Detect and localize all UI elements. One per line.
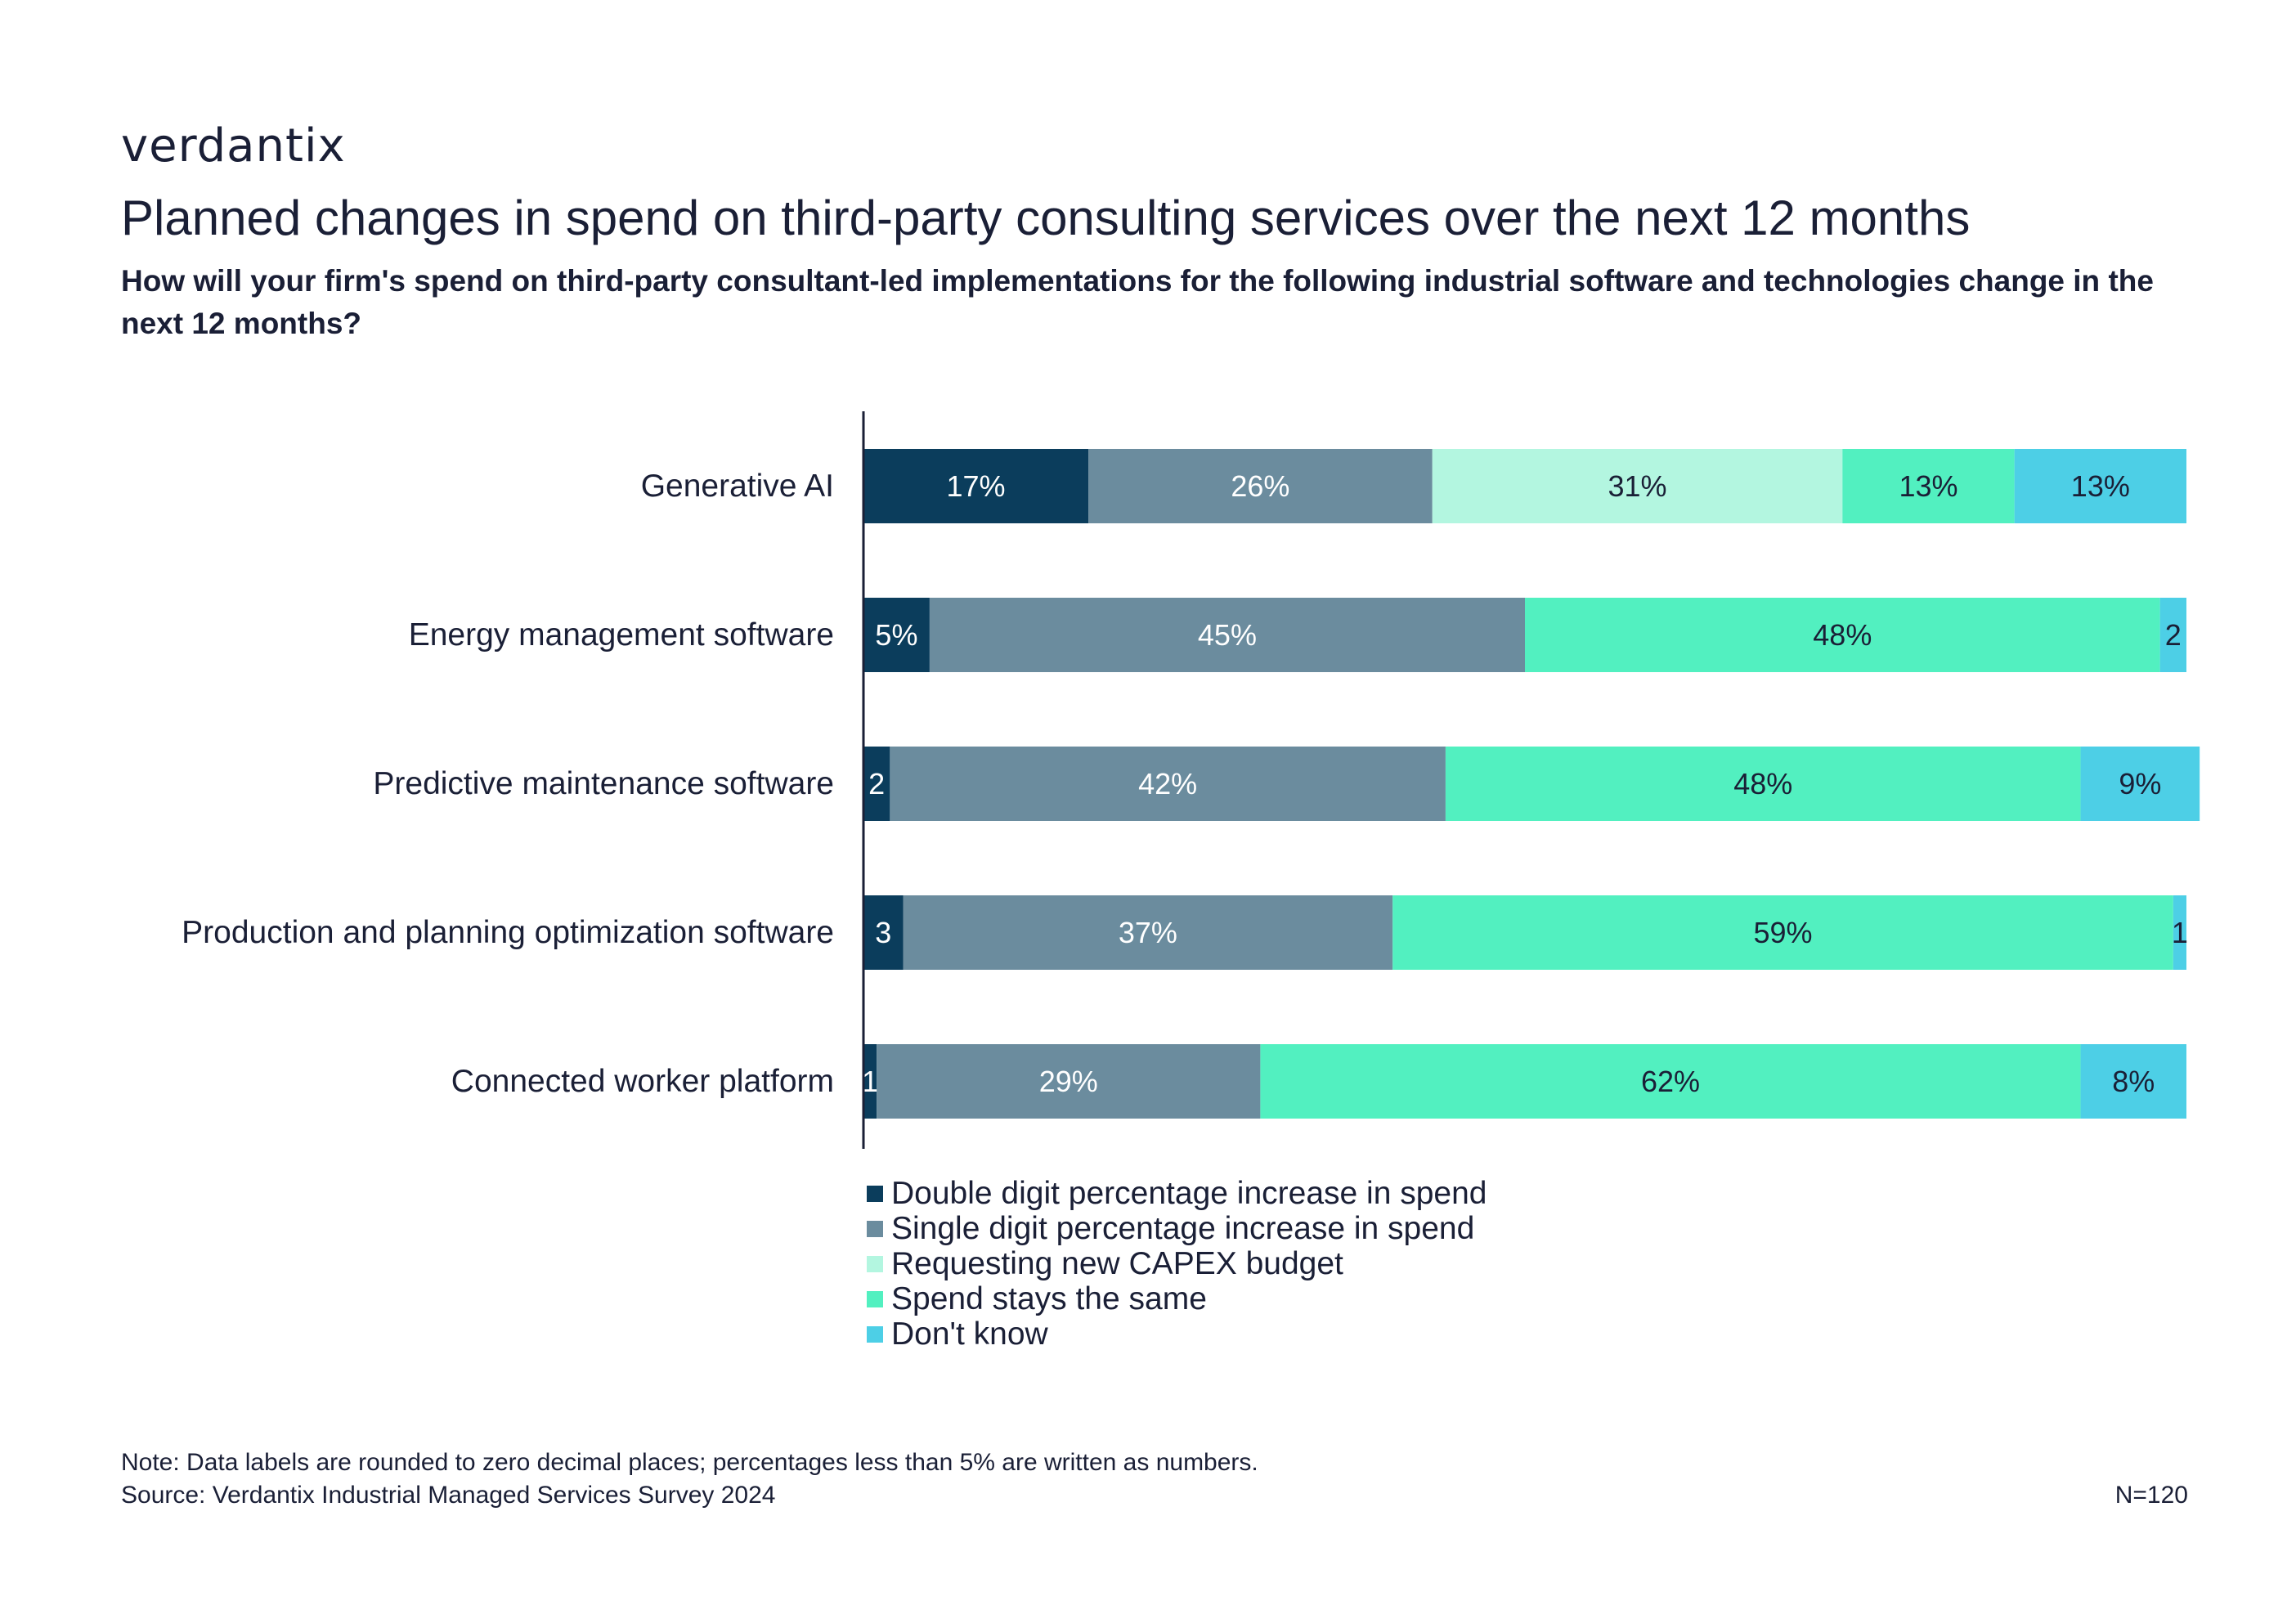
bar-segment	[1445, 747, 2081, 821]
category-label: Predictive maintenance software	[373, 766, 834, 801]
data-label: 48%	[1733, 767, 1792, 801]
bar-segment	[1260, 1044, 2081, 1119]
data-label: 1	[2172, 916, 2188, 949]
bar-segment	[863, 449, 1089, 523]
legend-label: Single digit percentage increase in spen…	[891, 1210, 1475, 1246]
data-label: 62%	[1641, 1065, 1700, 1098]
data-label: 9%	[2119, 767, 2161, 801]
legend-label: Don't know	[891, 1316, 1048, 1352]
data-label: 31%	[1608, 469, 1666, 503]
bar-segment	[1088, 449, 1433, 523]
legend-label: Requesting new CAPEX budget	[891, 1245, 1343, 1281]
data-label: 13%	[2071, 469, 2130, 503]
verdantix-logo: verdantix	[121, 119, 346, 173]
bar-segment	[1392, 895, 2173, 970]
bar-segment	[863, 895, 904, 970]
legend-item-capex: Requesting new CAPEX budget	[867, 1246, 1487, 1281]
data-label: 29%	[1039, 1065, 1098, 1098]
legend-swatch	[867, 1290, 883, 1307]
bar-segment	[877, 1044, 1261, 1119]
category-label: Production and planning optimization sof…	[182, 915, 834, 950]
legend-swatch	[867, 1185, 883, 1202]
data-label: 59%	[1753, 916, 1812, 949]
bar-segment	[863, 598, 930, 672]
data-label: 42%	[1138, 767, 1197, 801]
data-label: 1	[862, 1065, 878, 1098]
footnote: Note: Data labels are rounded to zero de…	[121, 1449, 1258, 1476]
bar-segment	[2014, 449, 2186, 523]
source-note: Source: Verdantix Industrial Managed Ser…	[121, 1482, 776, 1509]
legend-item-same: Spend stays the same	[867, 1281, 1487, 1316]
bar-segment	[863, 1044, 877, 1119]
legend-label: Spend stays the same	[891, 1280, 1207, 1316]
bar-segment	[2173, 895, 2186, 970]
legend-item-single-digit: Single digit percentage increase in spen…	[867, 1211, 1487, 1246]
data-label: 8%	[2112, 1065, 2155, 1098]
bar-segment	[2080, 747, 2200, 821]
legend-item-double-digit: Double digit percentage increase in spen…	[867, 1176, 1487, 1211]
chart-subtitle: How will your firm's spend on third-part…	[121, 264, 2154, 340]
legend-label: Double digit percentage increase in spen…	[891, 1175, 1487, 1211]
data-label: 5%	[875, 618, 917, 652]
sample-size: N=120	[2114, 1482, 2188, 1509]
bar-segment	[2080, 1044, 2186, 1119]
bar-segment	[1525, 598, 2160, 672]
data-label: 13%	[1899, 469, 1957, 503]
bar-segment	[1842, 449, 2015, 523]
data-label: 26%	[1231, 469, 1289, 503]
legend-swatch	[867, 1325, 883, 1343]
chart-title: Planned changes in spend on third-party …	[121, 191, 1971, 245]
data-label: 17%	[946, 469, 1005, 503]
legend-item-dont-know: Don't know	[867, 1316, 1487, 1352]
category-label: Connected worker platform	[451, 1064, 834, 1099]
data-label: 37%	[1119, 916, 1177, 949]
legend-swatch	[867, 1255, 883, 1272]
data-label: 48%	[1813, 618, 1872, 652]
category-label: Energy management software	[409, 617, 834, 653]
bar-segment	[903, 895, 1393, 970]
category-label: Generative AI	[641, 469, 834, 504]
bar-segment	[890, 747, 1446, 821]
bar-segment	[1432, 449, 1843, 523]
data-label: 2	[2165, 618, 2182, 652]
data-label: 45%	[1198, 618, 1257, 652]
data-label: 2	[868, 767, 885, 801]
bar-segment	[2159, 598, 2186, 672]
data-label: 3	[875, 916, 891, 949]
chart-legend: Double digit percentage increase in spen…	[867, 1176, 1487, 1352]
bar-segment	[863, 747, 890, 821]
bar-segment	[929, 598, 1525, 672]
legend-swatch	[867, 1220, 883, 1237]
